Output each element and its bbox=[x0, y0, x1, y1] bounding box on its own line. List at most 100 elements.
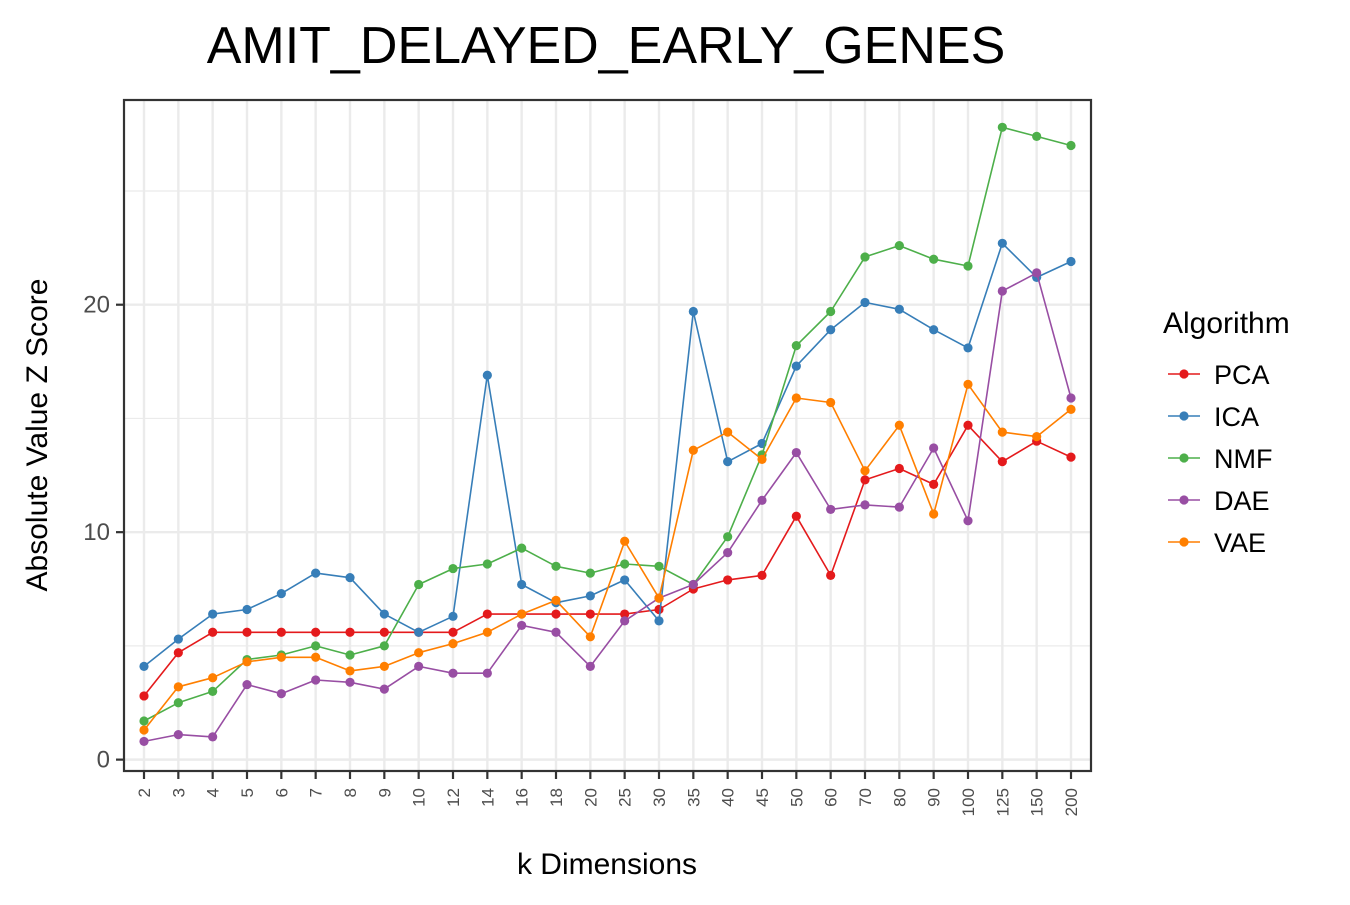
legend-title: Algorithm bbox=[1163, 307, 1290, 340]
panel-border bbox=[122, 98, 1093, 773]
data-point-vae bbox=[723, 427, 733, 437]
data-point-pca bbox=[723, 575, 733, 585]
data-point-nmf bbox=[311, 641, 321, 651]
data-point-nmf bbox=[345, 650, 355, 660]
data-point-dae bbox=[345, 677, 355, 687]
data-point-dae bbox=[551, 627, 561, 637]
y-tick-label: 10 bbox=[83, 519, 110, 546]
legend-key-point-dae bbox=[1179, 495, 1189, 505]
data-point-nmf bbox=[860, 252, 870, 262]
data-point-dae bbox=[791, 447, 801, 458]
data-point-ica bbox=[345, 573, 355, 583]
data-point-dae bbox=[860, 500, 870, 510]
x-tick-label: 50 bbox=[787, 788, 806, 807]
data-point-nmf bbox=[139, 716, 149, 726]
data-point-vae bbox=[379, 661, 389, 671]
data-point-ica bbox=[654, 616, 664, 626]
data-point-nmf bbox=[379, 641, 389, 651]
data-point-pca bbox=[482, 609, 492, 619]
legend-key-point-ica bbox=[1179, 411, 1189, 421]
data-point-dae bbox=[1066, 393, 1076, 403]
data-point-ica bbox=[1066, 256, 1076, 267]
data-point-ica bbox=[826, 325, 836, 335]
data-point-ica bbox=[723, 457, 733, 467]
data-point-nmf bbox=[414, 579, 424, 590]
x-tick-label: 12 bbox=[444, 788, 463, 807]
data-point-ica bbox=[963, 343, 973, 353]
data-point-nmf bbox=[1032, 131, 1042, 141]
x-tick-label: 150 bbox=[1028, 788, 1047, 816]
data-point-pca bbox=[791, 511, 801, 521]
y-axis-title: Absolute Value Z Score bbox=[21, 279, 54, 592]
data-point-ica bbox=[276, 588, 286, 599]
data-point-ica bbox=[379, 609, 389, 619]
data-point-ica bbox=[173, 634, 183, 644]
data-point-nmf bbox=[448, 563, 458, 574]
data-point-pca bbox=[276, 627, 286, 637]
legend-label-vae: VAE bbox=[1214, 528, 1266, 558]
data-point-nmf bbox=[929, 254, 939, 264]
data-point-dae bbox=[826, 504, 836, 515]
data-point-ica bbox=[791, 361, 801, 371]
data-point-dae bbox=[242, 679, 252, 690]
data-point-vae bbox=[208, 673, 218, 683]
data-point-pca bbox=[654, 604, 664, 615]
data-point-pca bbox=[379, 627, 389, 637]
x-tick-label: 3 bbox=[169, 788, 188, 797]
series-line-nmf bbox=[143, 126, 1072, 722]
data-point-vae bbox=[757, 454, 767, 464]
data-point-vae bbox=[517, 609, 527, 619]
data-point-nmf bbox=[894, 240, 904, 251]
data-point-dae bbox=[379, 684, 389, 694]
x-tick-label: 30 bbox=[650, 788, 669, 807]
data-point-vae bbox=[482, 627, 492, 637]
series-line-ica bbox=[143, 242, 1072, 668]
data-point-nmf bbox=[208, 686, 218, 696]
data-point-vae bbox=[139, 725, 149, 735]
data-point-vae bbox=[620, 536, 630, 546]
data-point-dae bbox=[414, 661, 424, 671]
data-point-pca bbox=[894, 463, 904, 474]
data-point-pca bbox=[860, 475, 870, 485]
legend-label-dae: DAE bbox=[1214, 486, 1270, 516]
data-point-vae bbox=[791, 393, 801, 403]
x-tick-label: 9 bbox=[375, 788, 394, 797]
data-point-vae bbox=[242, 657, 252, 667]
data-point-vae bbox=[551, 595, 561, 606]
x-axis-title: k Dimensions bbox=[517, 848, 697, 881]
data-point-ica bbox=[997, 238, 1007, 248]
x-tick-label: 200 bbox=[1062, 788, 1081, 816]
data-point-pca bbox=[620, 609, 630, 619]
x-tick-label: 125 bbox=[993, 788, 1012, 816]
data-point-nmf bbox=[654, 561, 664, 571]
data-point-nmf bbox=[826, 306, 836, 317]
data-point-pca bbox=[585, 609, 595, 619]
data-point-vae bbox=[585, 632, 595, 642]
x-tick-label: 100 bbox=[959, 788, 978, 816]
data-point-pca bbox=[311, 627, 321, 637]
data-point-dae bbox=[620, 616, 630, 626]
legend-label-ica: ICA bbox=[1214, 402, 1259, 432]
data-point-pca bbox=[345, 627, 355, 637]
data-point-nmf bbox=[723, 532, 733, 542]
data-point-pca bbox=[208, 627, 218, 637]
x-tick-label: 80 bbox=[890, 788, 909, 807]
data-point-ica bbox=[208, 609, 218, 619]
data-point-nmf bbox=[173, 698, 183, 708]
data-point-vae bbox=[860, 466, 870, 476]
x-tick-label: 16 bbox=[513, 788, 532, 807]
y-tick-label: 20 bbox=[83, 292, 110, 319]
data-point-vae bbox=[173, 682, 183, 692]
data-point-ica bbox=[688, 306, 698, 317]
y-tick-label: 0 bbox=[97, 747, 110, 774]
series-line-dae bbox=[143, 272, 1072, 743]
data-point-ica bbox=[482, 370, 492, 380]
data-point-vae bbox=[414, 648, 424, 658]
data-point-pca bbox=[963, 420, 973, 430]
x-tick-label: 35 bbox=[684, 788, 703, 807]
data-point-dae bbox=[208, 732, 218, 742]
data-point-nmf bbox=[482, 559, 492, 569]
data-point-vae bbox=[929, 509, 939, 519]
